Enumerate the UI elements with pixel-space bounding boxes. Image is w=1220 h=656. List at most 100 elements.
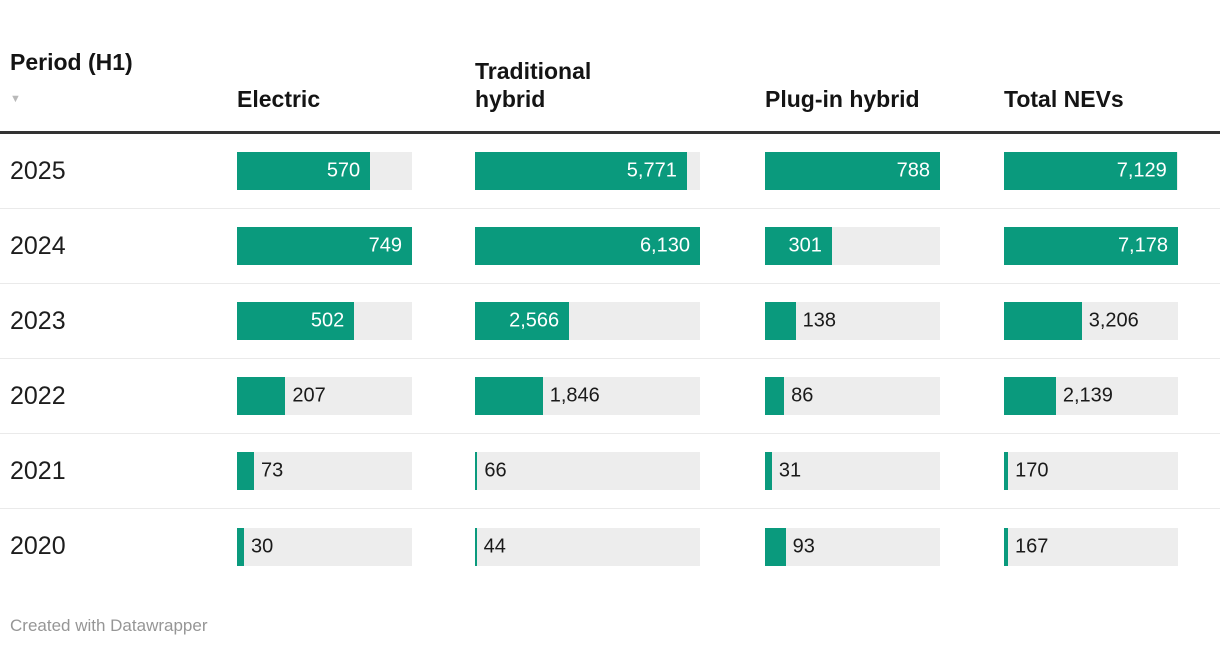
bar-fill — [1004, 302, 1082, 340]
bar-fill — [765, 152, 940, 190]
bar-fill — [237, 302, 355, 340]
bar-track: 3,206 — [1004, 302, 1178, 340]
bar-cell-traditional-hybrid: 66 — [475, 452, 765, 490]
bar-value-label: 6,130 — [639, 234, 690, 257]
table-header: Period (H1) ▼ Electric Traditional hybri… — [0, 0, 1220, 134]
bar-value-label: 66 — [484, 459, 507, 482]
bar-fill — [475, 527, 477, 566]
column-header-period[interactable]: Period (H1) ▼ — [10, 48, 237, 113]
bar-fill — [1004, 527, 1009, 566]
bar-cell-total-nevs: 7,178 — [1004, 227, 1178, 265]
bar-fill — [1004, 377, 1056, 415]
bar-fill — [1004, 152, 1177, 190]
bar-fill — [475, 227, 700, 265]
bar-track: 207 — [237, 377, 412, 415]
attribution-link[interactable]: Created with Datawrapper — [10, 616, 208, 635]
bar-fill — [237, 452, 255, 490]
column-header-total-nevs[interactable]: Total NEVs — [1004, 86, 1124, 112]
bar-cell-plug-in-hybrid: 31 — [765, 452, 1004, 490]
bar-fill — [765, 527, 786, 566]
period-header-label: Period (H1) — [10, 49, 133, 75]
bar-value-label: 44 — [483, 535, 506, 557]
bar-value-label: 86 — [791, 384, 814, 407]
column-header-plug-in-hybrid[interactable]: Plug-in hybrid — [765, 86, 920, 112]
bar-value-label: 749 — [368, 234, 402, 257]
bar-track: 86 — [765, 377, 940, 415]
bar-track: 93 — [765, 527, 940, 566]
table-row: 2021 73 66 31 — [0, 434, 1220, 509]
bar-track: 31 — [765, 452, 940, 490]
bar-track: 44 — [475, 527, 700, 566]
bar-fill — [237, 527, 244, 566]
bar-cell-plug-in-hybrid: 138 — [765, 302, 1004, 340]
bar-cell-total-nevs: 3,206 — [1004, 302, 1178, 340]
bar-cell-plug-in-hybrid: 301 — [765, 227, 1004, 265]
table-row: 2023 502 2,566 138 — [0, 284, 1220, 359]
column-header-electric[interactable]: Electric — [237, 86, 321, 112]
row-year-label: 2023 — [10, 306, 66, 335]
bar-track: 170 — [1004, 452, 1178, 490]
bar-fill — [237, 152, 371, 190]
sort-descending-icon[interactable]: ▼ — [10, 93, 21, 105]
table-row: 2022 207 1,846 86 — [0, 359, 1220, 434]
bar-value-label: 31 — [778, 459, 802, 482]
bar-track: 6,130 — [475, 227, 700, 265]
bar-cell-electric: 207 — [237, 377, 475, 415]
bar-value-label: 3,206 — [1088, 309, 1139, 332]
bar-fill — [765, 377, 785, 415]
bar-track: 167 — [1004, 527, 1178, 566]
bar-fill — [475, 302, 570, 340]
bar-value-label: 301 — [788, 234, 822, 257]
bar-value-label: 788 — [896, 159, 930, 182]
bar-cell-total-nevs: 2,139 — [1004, 377, 1178, 415]
bar-track: 788 — [765, 152, 940, 190]
row-year-label: 2020 — [10, 532, 66, 560]
bar-cell-electric: 30 — [237, 527, 475, 566]
bar-fill — [1004, 452, 1009, 490]
bar-track: 1,846 — [475, 377, 700, 415]
bar-value-label: 2,566 — [509, 309, 560, 332]
bar-cell-total-nevs: 170 — [1004, 452, 1178, 490]
bar-value-label: 502 — [310, 309, 345, 332]
bar-value-label: 170 — [1015, 459, 1049, 482]
bar-track: 502 — [237, 302, 412, 340]
bar-fill — [765, 227, 832, 265]
bar-track: 7,129 — [1004, 152, 1178, 190]
bar-track: 5,771 — [475, 152, 700, 190]
bar-cell-traditional-hybrid: 1,846 — [475, 377, 765, 415]
table-row: 2024 749 6,130 301 — [0, 209, 1220, 284]
bar-track: 73 — [237, 452, 412, 490]
column-header-traditional-hybrid[interactable]: Traditional hybrid — [475, 58, 592, 112]
bar-cell-electric: 570 — [237, 152, 475, 190]
bar-fill — [765, 452, 772, 490]
chart-footer: Created with Datawrapper — [0, 616, 1220, 636]
bar-fill — [237, 227, 412, 265]
bar-track: 30 — [237, 527, 412, 566]
bar-track: 66 — [475, 452, 700, 490]
bar-value-label: 5,771 — [626, 159, 677, 182]
bar-fill — [475, 377, 543, 415]
bar-value-label: 7,129 — [1116, 159, 1167, 182]
bar-track: 7,178 — [1004, 227, 1178, 265]
bar-fill — [475, 452, 478, 490]
bar-cell-electric: 73 — [237, 452, 475, 490]
bar-track: 749 — [237, 227, 412, 265]
bar-cell-plug-in-hybrid: 86 — [765, 377, 1004, 415]
bar-value-label: 207 — [292, 384, 326, 407]
bar-fill — [1004, 227, 1178, 265]
bar-track: 138 — [765, 302, 940, 340]
bar-track: 2,566 — [475, 302, 700, 340]
table-row: 2025 570 5,771 788 — [0, 134, 1220, 209]
bar-value-label: 1,846 — [549, 384, 600, 407]
bar-value-label: 73 — [261, 459, 284, 482]
bar-value-label: 30 — [251, 535, 274, 557]
bar-cell-traditional-hybrid: 6,130 — [475, 227, 765, 265]
row-year-label: 2024 — [10, 231, 66, 260]
bar-cell-electric: 749 — [237, 227, 475, 265]
bar-cell-plug-in-hybrid: 93 — [765, 527, 1004, 566]
bar-value-label: 167 — [1015, 535, 1049, 557]
row-year-label: 2021 — [10, 456, 66, 485]
bar-cell-total-nevs: 7,129 — [1004, 152, 1178, 190]
bar-cell-electric: 502 — [237, 302, 475, 340]
row-year-label: 2022 — [10, 381, 66, 410]
